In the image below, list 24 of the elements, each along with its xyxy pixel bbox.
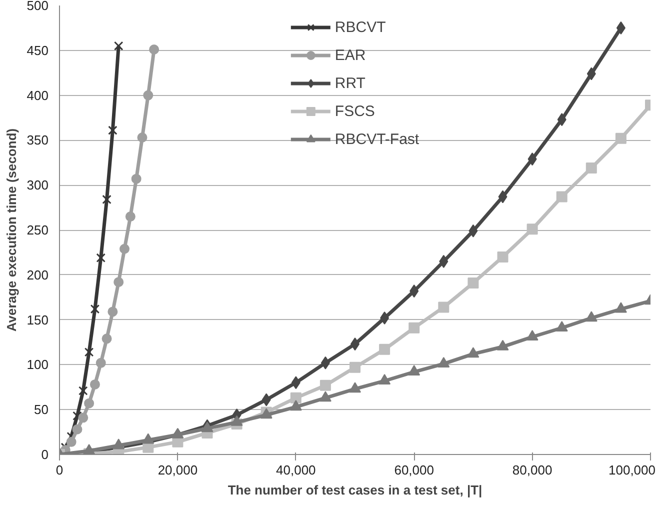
x-tick-label: 80,000 — [512, 462, 552, 478]
y-tick-label: 150 — [26, 312, 49, 328]
y-tick-label: 250 — [26, 222, 49, 238]
y-tick-label: 0 — [41, 447, 49, 462]
y-tick-label: 50 — [34, 402, 49, 418]
x-tick-label: 20,000 — [158, 462, 198, 478]
legend-label: FSCS — [334, 102, 375, 120]
legend-label: RBCVT — [334, 18, 386, 36]
x-tick-label: 60,000 — [394, 462, 434, 478]
y-tick-label: 450 — [26, 42, 49, 58]
y-tick-label: 100 — [26, 357, 49, 372]
legend-label: RRT — [334, 74, 366, 92]
legend-label: EAR — [334, 46, 366, 64]
y-tick-label: 300 — [26, 178, 49, 193]
x-tick-label: 40,000 — [276, 462, 316, 478]
y-tick-label: 350 — [26, 132, 49, 148]
y-tick-label: 200 — [26, 267, 49, 282]
x-axis-title: The number of test cases in a test set, |T| — [228, 482, 482, 498]
y-tick-label: 400 — [26, 88, 49, 103]
x-tick-label: 100,000 — [608, 462, 656, 478]
y-tick-label: 500 — [26, 0, 49, 13]
y-axis-title: Average execution time (second) — [4, 128, 19, 332]
x-tick-label: 0 — [56, 462, 64, 478]
legend-label: RBCVT-Fast — [334, 130, 420, 148]
